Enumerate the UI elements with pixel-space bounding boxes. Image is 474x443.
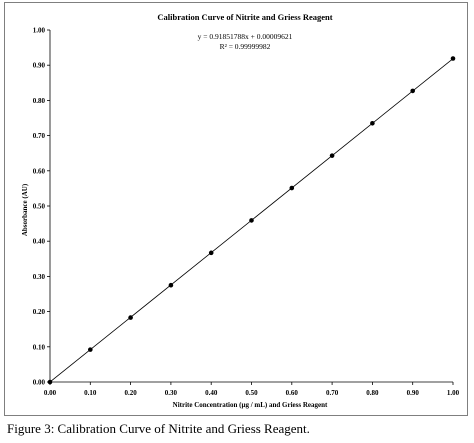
x-tick-label: 0.20 (124, 389, 137, 397)
y-tick-label: 0.50 (33, 203, 46, 211)
x-axis-label: Nitrite Concentration (µg / mL) and Grie… (173, 401, 328, 409)
data-point (450, 56, 456, 61)
data-point (88, 347, 93, 352)
y-tick-label: 0.40 (33, 238, 46, 246)
y-tick-label: 0.70 (33, 132, 46, 140)
data-point (208, 250, 214, 256)
data-point (249, 218, 254, 223)
x-tick-label: 0.10 (84, 389, 97, 397)
x-tick-label: 0.30 (165, 389, 178, 397)
axes (49, 30, 453, 383)
x-tick-label: 0.40 (205, 389, 218, 397)
data-point (410, 88, 416, 94)
y-axis-label: Absorbance (AU) (21, 183, 29, 236)
trendline-equation: y = 0.91851788x + 0.00009621 (198, 32, 293, 41)
x-tick-label: 0.90 (407, 389, 420, 397)
data-point (128, 315, 133, 320)
y-tick-label: 1.00 (33, 27, 46, 35)
chart-title: Calibration Curve of Nitrite and Griess … (157, 12, 332, 22)
data-points (47, 56, 456, 385)
r-squared-label: R² = 0.99999982 (220, 42, 271, 51)
figure-caption: Figure 3: Calibration Curve of Nitrite a… (7, 421, 310, 436)
y-tick-label: 0.60 (33, 167, 46, 175)
x-tick-label: 0.00 (44, 389, 57, 397)
y-tick-label: 0.80 (33, 97, 46, 105)
data-point (47, 379, 53, 385)
y-tick-label: 0.20 (33, 308, 46, 316)
y-axis-ticks: 0.00 0.10 0.20 0.30 0.40 0.50 0.60 0.70 0.80 0.90… (33, 27, 50, 387)
y-tick-label: 0.00 (33, 379, 46, 387)
x-tick-label: 0.50 (245, 389, 258, 397)
y-tick-label: 0.30 (33, 273, 46, 281)
data-point (168, 282, 174, 288)
x-tick-label: 0.60 (286, 389, 299, 397)
y-tick-label: 0.10 (33, 343, 46, 351)
calibration-chart: Calibration Curve of Nitrite and Griess … (21, 12, 460, 409)
x-axis-ticks: 0.00 0.10 0.20 0.30 0.40 0.50 0.60 0.70 0.80 0.90… (44, 382, 460, 397)
x-tick-label: 1.00 (447, 389, 460, 397)
data-point (329, 153, 335, 158)
x-tick-label: 0.70 (326, 389, 339, 397)
data-point (289, 185, 295, 191)
y-tick-label: 0.90 (33, 62, 46, 70)
x-tick-label: 0.80 (366, 389, 379, 397)
chart-frame: Calibration Curve of Nitrite and Griess … (4, 2, 468, 416)
data-point (370, 120, 375, 126)
